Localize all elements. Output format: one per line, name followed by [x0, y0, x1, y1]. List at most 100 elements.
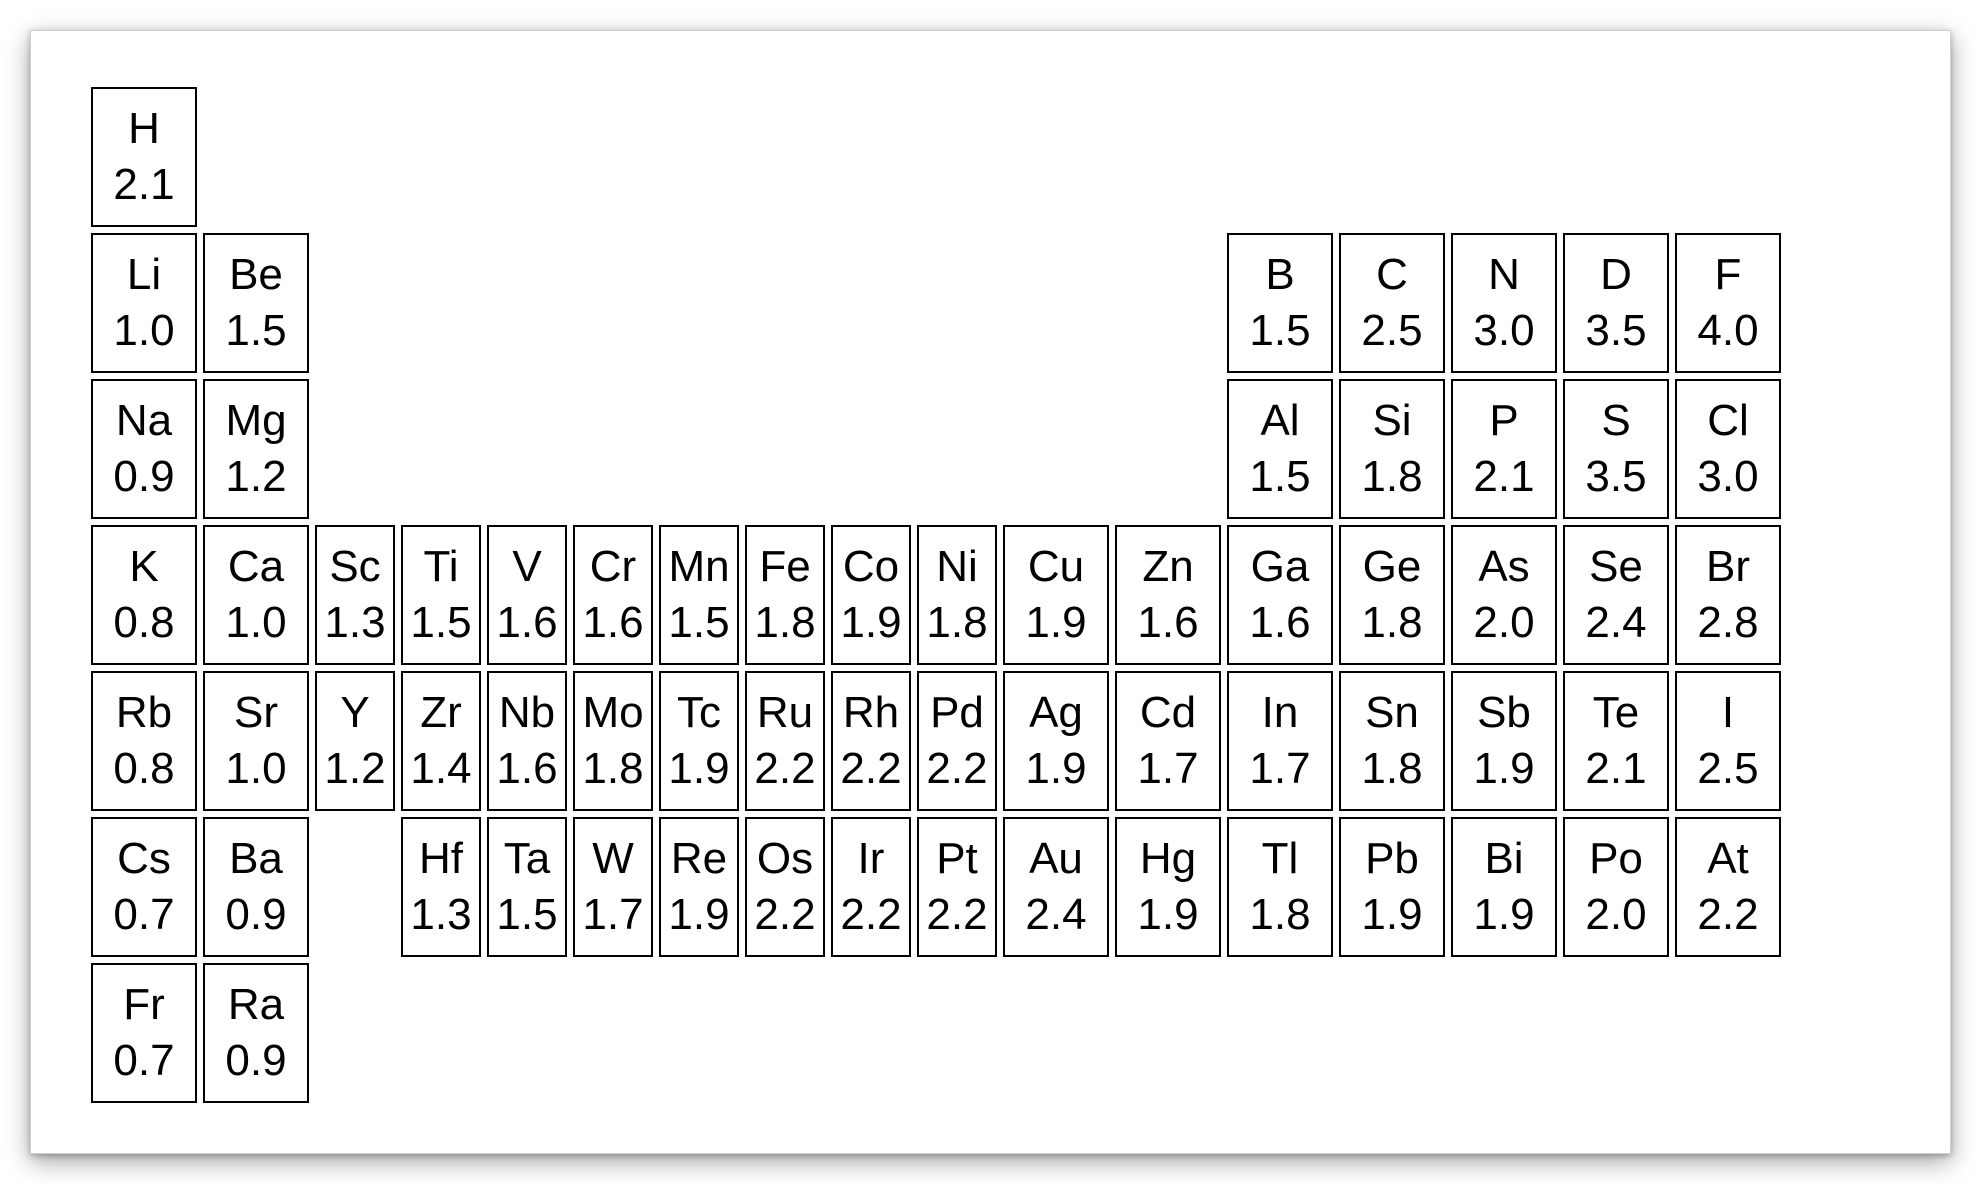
element-value: 1.2 [225, 454, 286, 500]
element-symbol: Cr [590, 544, 636, 590]
element-cell-s: S3.5 [1563, 379, 1669, 519]
element-cell-ga: Ga1.6 [1227, 525, 1333, 665]
element-cell-at: At2.2 [1675, 817, 1781, 957]
element-symbol: Mo [582, 690, 643, 736]
element-symbol: Ag [1029, 690, 1083, 736]
element-symbol: Co [843, 544, 899, 590]
element-value: 0.8 [113, 600, 174, 646]
element-symbol: F [1715, 252, 1742, 298]
element-symbol: Zr [420, 690, 462, 736]
element-symbol: Cu [1028, 544, 1084, 590]
element-symbol: Ga [1251, 544, 1310, 590]
element-cell-pb: Pb1.9 [1339, 817, 1445, 957]
element-symbol: Pb [1365, 836, 1419, 882]
element-value: 1.6 [496, 600, 557, 646]
element-cell-ir: Ir2.2 [831, 817, 911, 957]
element-cell-y: Y 1.2 [315, 671, 395, 811]
element-value: 2.2 [926, 892, 987, 938]
element-symbol: Pd [930, 690, 984, 736]
element-cell-cs: Cs 0.7 [91, 817, 197, 957]
element-symbol: In [1262, 690, 1299, 736]
element-symbol: Os [757, 836, 813, 882]
element-value: 1.7 [1137, 746, 1198, 792]
element-value: 1.9 [1025, 600, 1086, 646]
element-cell-ge: Ge1.8 [1339, 525, 1445, 665]
element-cell-cr: Cr 1.6 [573, 525, 653, 665]
element-symbol: B [1265, 252, 1294, 298]
element-cell-ca: Ca1.0 [203, 525, 309, 665]
element-cell-al: Al1.5 [1227, 379, 1333, 519]
element-cell-tc: Tc1.9 [659, 671, 739, 811]
element-value: 1.8 [1249, 892, 1310, 938]
element-cell-h: H2.1 [91, 87, 197, 227]
element-value: 1.8 [1361, 454, 1422, 500]
element-cell-pd: Pd2.2 [917, 671, 997, 811]
element-value: 1.9 [1137, 892, 1198, 938]
element-value: 1.5 [410, 600, 471, 646]
element-value: 2.2 [1697, 892, 1758, 938]
element-cell-sn: Sn1.8 [1339, 671, 1445, 811]
element-symbol: Mn [668, 544, 729, 590]
element-value: 2.1 [1473, 454, 1534, 500]
element-symbol: Fr [123, 982, 165, 1028]
element-value: 0.9 [225, 892, 286, 938]
element-cell-be: Be 1.5 [203, 233, 309, 373]
element-cell-fr: Fr0.7 [91, 963, 197, 1103]
element-value: 1.6 [582, 600, 643, 646]
element-cell-ti: Ti1.5 [401, 525, 481, 665]
element-symbol: Bi [1484, 836, 1523, 882]
element-value: 3.0 [1473, 308, 1534, 354]
element-cell-bi: Bi1.9 [1451, 817, 1557, 957]
element-cell-sb: Sb1.9 [1451, 671, 1557, 811]
element-value: 1.0 [113, 308, 174, 354]
element-cell-po: Po2.0 [1563, 817, 1669, 957]
element-cell-rh: Rh2.2 [831, 671, 911, 811]
element-cell-zr: Zr 1.4 [401, 671, 481, 811]
element-symbol: Ca [228, 544, 284, 590]
element-symbol: Hf [419, 836, 463, 882]
element-value: 1.9 [1025, 746, 1086, 792]
element-cell-c: C2.5 [1339, 233, 1445, 373]
element-symbol: Ta [504, 836, 550, 882]
element-symbol: H [128, 106, 160, 152]
element-value: 1.2 [324, 746, 385, 792]
periodic-table: H2.1Li1.0Be1.5B1.5C2.5N3.0D3.5F4.0Na0.9M… [91, 87, 1781, 1103]
element-value: 1.9 [668, 746, 729, 792]
element-cell-tl: Tl1.8 [1227, 817, 1333, 957]
element-value: 1.6 [1137, 600, 1198, 646]
element-value: 2.4 [1025, 892, 1086, 938]
element-symbol: Au [1029, 836, 1083, 882]
element-symbol: Y [340, 690, 369, 736]
element-symbol: Cs [117, 836, 171, 882]
element-cell-si: Si1.8 [1339, 379, 1445, 519]
element-cell-cl: Cl3.0 [1675, 379, 1781, 519]
element-symbol: Nb [499, 690, 555, 736]
element-value: 1.7 [1249, 746, 1310, 792]
element-symbol: Se [1589, 544, 1643, 590]
element-cell-co: Co1.9 [831, 525, 911, 665]
element-value: 1.8 [754, 600, 815, 646]
element-cell-k: K0.8 [91, 525, 197, 665]
element-symbol: Fe [759, 544, 810, 590]
element-cell-as: As 2.0 [1451, 525, 1557, 665]
element-symbol: Te [1593, 690, 1639, 736]
element-symbol: Ge [1363, 544, 1422, 590]
element-cell-cd: Cd1.7 [1115, 671, 1221, 811]
element-value: 1.8 [1361, 746, 1422, 792]
element-value: 4.0 [1697, 308, 1758, 354]
element-value: 2.0 [1473, 600, 1534, 646]
element-value: 0.7 [113, 892, 174, 938]
element-value: 2.2 [754, 892, 815, 938]
element-value: 1.5 [225, 308, 286, 354]
element-cell-mg: Mg1.2 [203, 379, 309, 519]
element-value: 2.2 [754, 746, 815, 792]
element-symbol: Be [229, 252, 283, 298]
element-symbol: As [1478, 544, 1529, 590]
element-cell-p: P2.1 [1451, 379, 1557, 519]
element-cell-os: Os 2.2 [745, 817, 825, 957]
element-cell-fe: Fe 1.8 [745, 525, 825, 665]
element-value: 1.4 [410, 746, 471, 792]
element-symbol: Zn [1142, 544, 1193, 590]
element-cell-hf: Hf1.3 [401, 817, 481, 957]
element-cell-v: V1.6 [487, 525, 567, 665]
